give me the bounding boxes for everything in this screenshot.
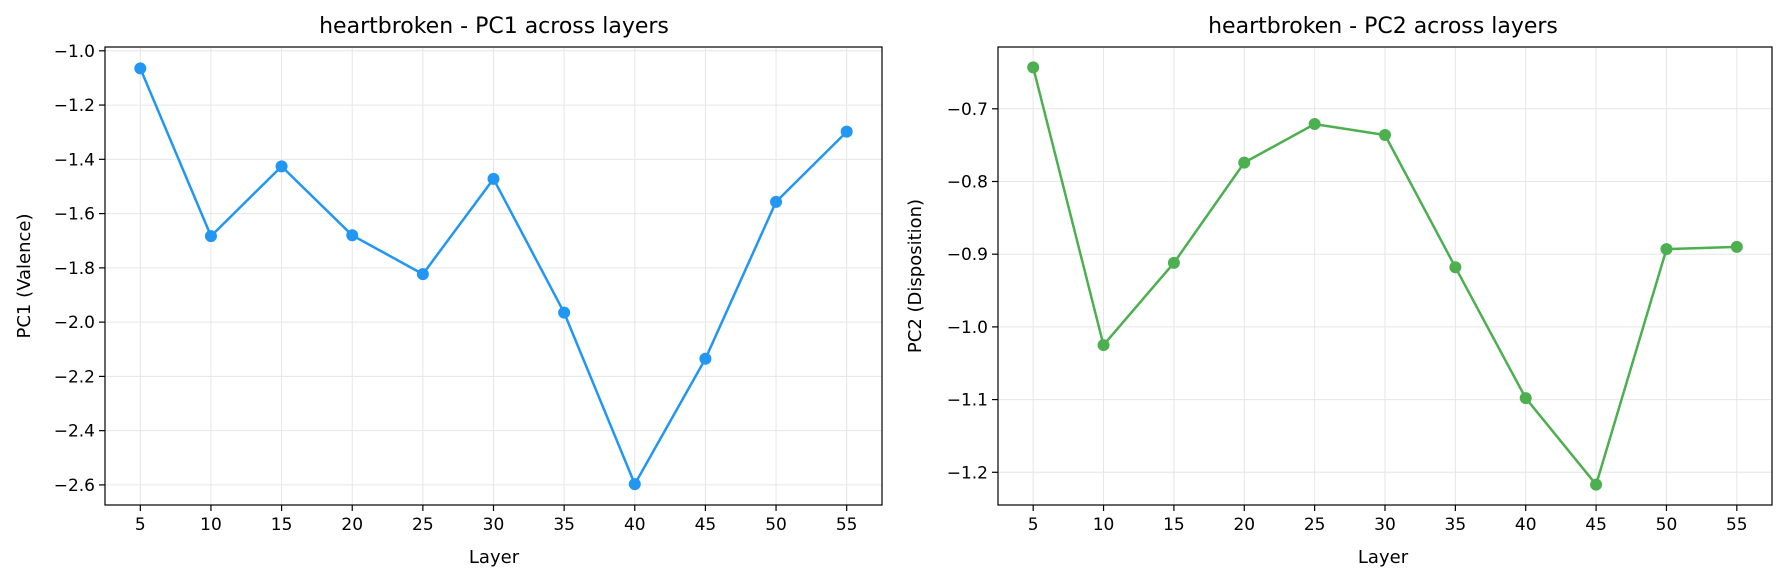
y-tick-label: −0.7 [947,100,988,120]
x-tick-label: 15 [271,515,293,535]
data-point [204,230,217,243]
x-tick-label: 10 [1093,515,1115,535]
data-point [699,352,712,365]
x-tick-label: 25 [412,515,434,535]
y-tick-label: −1.8 [54,259,95,279]
y-axis-label: PC2 (Disposition) [905,199,926,353]
x-tick-label: 30 [1374,515,1396,535]
data-point [416,268,429,281]
data-point [1519,392,1532,405]
y-tick-label: −2.0 [54,313,95,333]
y-tick-label: −0.8 [947,172,988,192]
x-tick-label: 40 [624,515,646,535]
data-point [346,229,359,242]
x-tick-label: 35 [553,515,575,535]
x-tick-label: 55 [836,515,858,535]
x-tick-label: 20 [341,515,363,535]
x-tick-label: 55 [1726,515,1748,535]
x-tick-label: 35 [1445,515,1467,535]
y-tick-label: −2.4 [54,422,95,442]
y-tick-label: −1.2 [947,463,988,483]
x-tick-label: 50 [765,515,787,535]
x-tick-label: 50 [1656,515,1678,535]
data-point [1449,261,1462,274]
data-point [134,62,147,75]
data-point [487,172,500,185]
y-tick-label: −1.6 [54,205,95,225]
x-tick-label: 40 [1515,515,1537,535]
data-point [1167,256,1180,269]
x-tick-label: 5 [135,515,146,535]
y-tick-label: −2.2 [54,367,95,387]
grid [105,47,882,505]
pc1-chart: heartbroken - PC1 across layers Layer PC… [14,14,883,568]
x-tick-label: 30 [483,515,505,535]
data-point [840,125,853,138]
x-axis-label: Layer [1358,547,1409,568]
x-tick-label: 5 [1028,515,1039,535]
pc2-chart: heartbroken - PC2 across layers Layer PC… [905,14,1773,568]
data-point [1379,128,1391,141]
data-point [1027,61,1040,74]
grid [998,47,1772,505]
data-point [1238,156,1251,169]
data-point [275,160,288,173]
x-tick-label: 25 [1304,515,1326,535]
data-point [1660,243,1673,256]
plot-frame [104,46,883,506]
x-tick-label: 45 [695,515,717,535]
y-tick-label: −1.2 [54,96,95,116]
y-tick-label: −1.1 [947,391,988,411]
data-point [628,478,641,491]
y-tick-label: −0.9 [947,245,988,265]
data-point [558,306,571,319]
data-point [1097,339,1110,352]
x-axis-label: Layer [469,547,520,568]
data-point [1308,118,1321,131]
y-axis-label: PC1 (Valence) [14,213,35,338]
data-point [1590,478,1603,491]
plot-frame [997,46,1773,506]
chart-title: heartbroken - PC1 across layers [319,14,669,39]
y-tick-label: −1.4 [54,150,95,170]
x-tick-label: 45 [1585,515,1607,535]
axes: 5 10 15 20 25 30 35 40 45 50 55 −1.0 −1.2 −1.4 −1.6 −1.… [54,42,883,535]
y-tick-label: −2.6 [54,476,95,496]
x-tick-label: 20 [1233,515,1255,535]
data-point [770,195,783,208]
chart-title: heartbroken - PC2 across layers [1208,14,1558,39]
y-tick-label: −1.0 [54,42,95,62]
data-point [1730,240,1743,253]
x-tick-label: 15 [1163,515,1185,535]
axes: 5 10 15 20 25 30 35 40 45 50 55 −0.7 −0.8 −0.9 −1.0 −1.… [947,46,1773,535]
x-tick-label: 10 [200,515,222,535]
y-tick-label: −1.0 [947,318,988,338]
